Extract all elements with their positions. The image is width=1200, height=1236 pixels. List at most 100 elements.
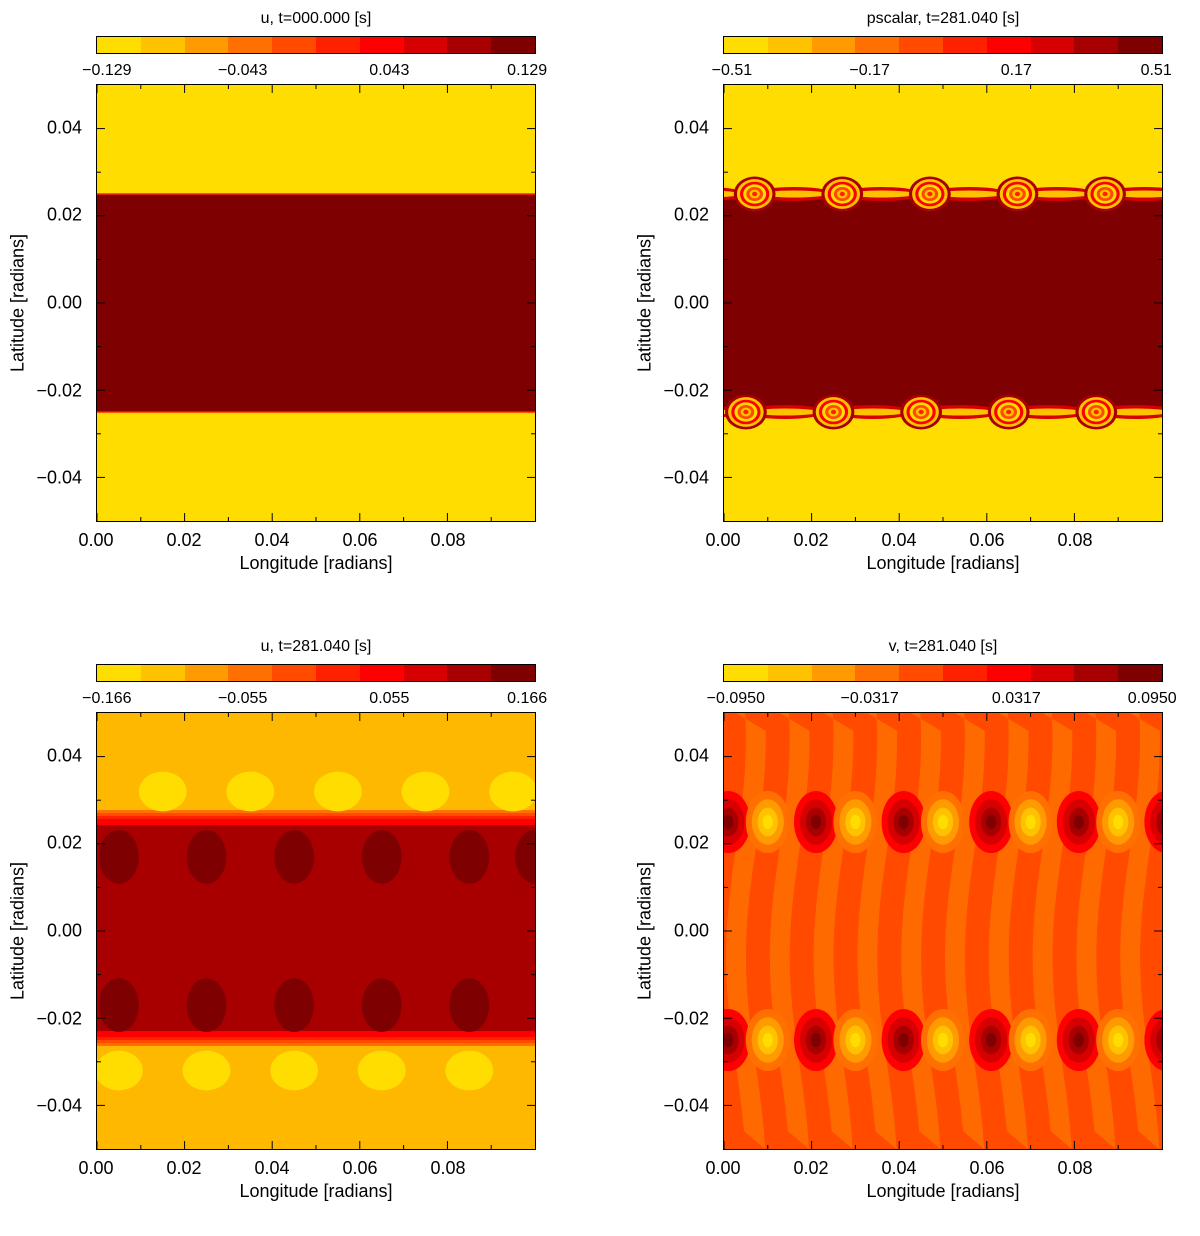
y-tick-label: 0.04 [46,745,82,766]
v-positive-core [1113,1032,1124,1048]
colorbar-segment [1118,37,1162,53]
panel-title: v, t=281.040 [s] [888,638,998,655]
v-negative-core [1156,1027,1162,1053]
x-tick-label: 0.02 [793,530,829,550]
u-minimum-blob [274,830,315,884]
colorbar-segment [855,665,900,681]
x-tick-label: 0.08 [430,530,466,550]
v-negative-core [724,1032,734,1048]
colorbar-segment [767,665,812,681]
u-maximum-blob [182,1050,231,1091]
u-minimum-blob [449,830,490,884]
panel-v-evolved: v, t=281.040 [s] −0.0950 −0.0317 0.0317 … [627,628,1200,1236]
vortex-braid [752,408,819,416]
colorbar-tick-label: 0.17 [1000,62,1032,79]
x-axis-label: Longitude [radians] [866,1181,1020,1201]
x-axis-label: Longitude [radians] [239,1181,393,1201]
y-tick-label: −0.02 [36,1008,82,1029]
v-negative-core [1150,1018,1162,1062]
colorbar-tick-label: 0.166 [507,690,548,707]
vortex-ring [830,409,837,415]
shear-layer [97,819,535,825]
contour-field [97,713,535,1149]
colorbar-segment [899,665,943,681]
colorbar-segment [491,665,535,681]
colorbar-segment [184,665,229,681]
colorbar-segment [986,665,1031,681]
x-tick-label: 0.08 [430,1158,466,1178]
x-tick-label: 0.04 [881,530,917,550]
colorbar-tick-label: −0.166 [82,690,132,707]
plot-area [723,712,1163,1150]
v-negative-core [1150,800,1162,844]
u-maximum-blob [270,1050,318,1091]
colorbar [96,36,536,54]
y-axis-label: Latitude [radians] [7,233,28,373]
colorbar-segment [1030,37,1075,53]
colorbar-segment [447,665,492,681]
y-tick-label: 0.00 [46,920,82,941]
v-negative-core [1073,814,1084,830]
u-maximum-blob [445,1050,494,1091]
y-tick-label: 0.00 [673,292,709,313]
colorbar-segment [315,37,360,53]
y-tick-label: −0.04 [663,467,709,488]
vortex-braid [839,408,907,416]
colorbar-segment [1030,665,1075,681]
u-minimum-blob [361,978,402,1032]
v-negative-core [1161,818,1162,826]
colorbar [723,664,1163,682]
vortex-braid [1102,408,1162,416]
vortex-ring [927,191,933,197]
v-positive-core [762,1032,773,1048]
v-negative-core [1156,809,1162,835]
vortex-ring [1006,409,1012,415]
v-positive-core [937,814,949,830]
vortex-ring [918,409,924,415]
colorbar-segment [97,37,141,53]
colorbar-segment [1118,665,1162,681]
colorbar-tick-label: −0.0317 [840,690,899,707]
v-negative-core [986,1032,997,1048]
shear-layer [97,1040,535,1046]
y-axis-label: Latitude [radians] [634,233,655,373]
colorbar-tick-label: 0.0950 [1127,690,1177,707]
u-minimum-blob [186,978,227,1032]
x-tick-label: 0.00 [705,530,741,550]
x-tick-label: 0.06 [969,1158,1005,1178]
x-tick-label: 0.06 [342,530,378,550]
contour-field [724,85,1162,521]
colorbar-segment [272,37,316,53]
u-maximum-blob [401,771,450,812]
x-tick-label: 0.08 [1057,530,1093,550]
vortex-braid [1014,408,1082,416]
colorbar-segment [724,665,768,681]
v-negative-core [898,814,909,830]
v-negative-core [986,814,997,830]
vortex-ring [1014,191,1021,197]
colorbar-tick-label: −0.51 [711,62,753,79]
colorbar-segment [228,37,273,53]
vortex-braid [927,408,994,416]
colorbar-tick-label: −0.0950 [706,690,765,707]
jet-band [97,194,535,412]
y-tick-label: −0.04 [663,1095,709,1116]
colorbar-segment [942,37,987,53]
colorbar-segment [140,665,185,681]
colorbar-segment [855,37,900,53]
panel-title: pscalar, t=281.040 [s] [866,10,1020,27]
contour-field [724,713,1162,1149]
x-axis-label: Longitude [radians] [239,553,393,573]
u-maximum-blob [314,771,362,812]
u-maximum-blob [97,1050,143,1091]
x-tick-label: 0.00 [705,1158,741,1178]
u-minimum-blob [361,830,402,884]
y-tick-label: 0.00 [673,920,709,941]
colorbar-segment [942,665,987,681]
y-tick-label: 0.02 [673,832,709,853]
y-tick-label: 0.00 [46,292,82,313]
x-tick-label: 0.02 [166,1158,202,1178]
shear-layer [97,813,535,820]
panel-u-evolved: u, t=281.040 [s] −0.166 −0.055 0.055 0.1… [0,628,600,1236]
x-tick-label: 0.04 [254,530,290,550]
